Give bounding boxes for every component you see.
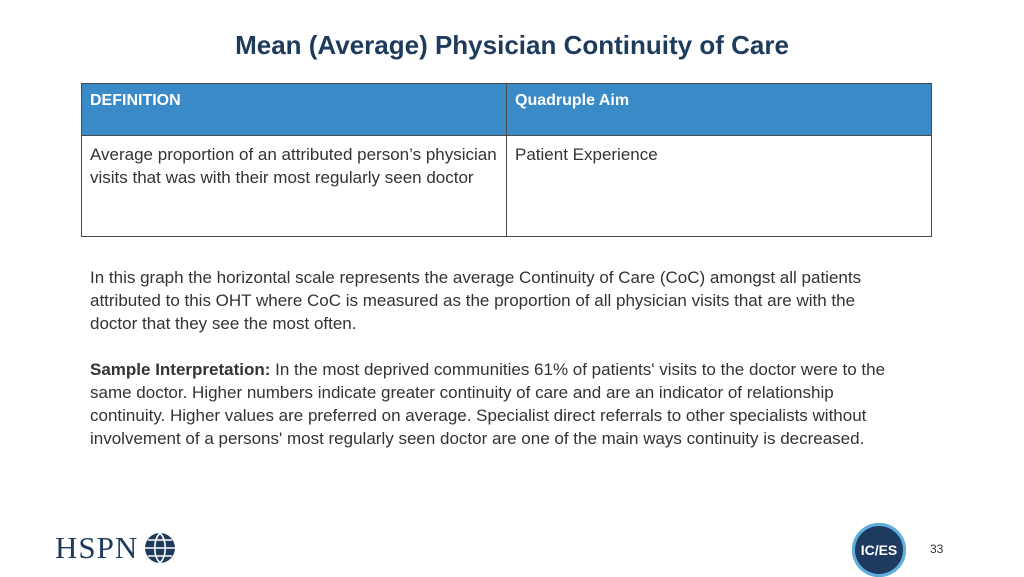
header-definition: DEFINITION [81,83,507,136]
table-row: Average proportion of an attributed pers… [81,135,932,237]
page-number: 33 [930,542,944,556]
sample-interpretation: Sample Interpretation: In the most depri… [90,358,890,450]
hspn-logo: HSPN [55,530,176,566]
definition-table: DEFINITION Quadruple Aim Average proport… [81,83,932,237]
table-header-row: DEFINITION Quadruple Aim [81,83,932,136]
definition-cell: Average proportion of an attributed pers… [81,135,507,237]
interpretation-text: In the most deprived communities 61% of … [90,360,886,448]
ices-logo-text: IC/ES [860,542,898,558]
globe-icon [145,532,176,564]
quadruple-aim-cell: Patient Experience [506,135,932,237]
hspn-logo-text: HSPN [55,530,139,565]
explanation-text: In this graph the horizontal scale repre… [90,266,890,450]
interpretation-label: Sample Interpretation: [90,360,271,379]
graph-description: In this graph the horizontal scale repre… [90,268,862,333]
ices-logo: IC/ES [852,523,906,577]
page-title: Mean (Average) Physician Continuity of C… [235,30,789,60]
header-quadruple-aim: Quadruple Aim [506,83,932,136]
